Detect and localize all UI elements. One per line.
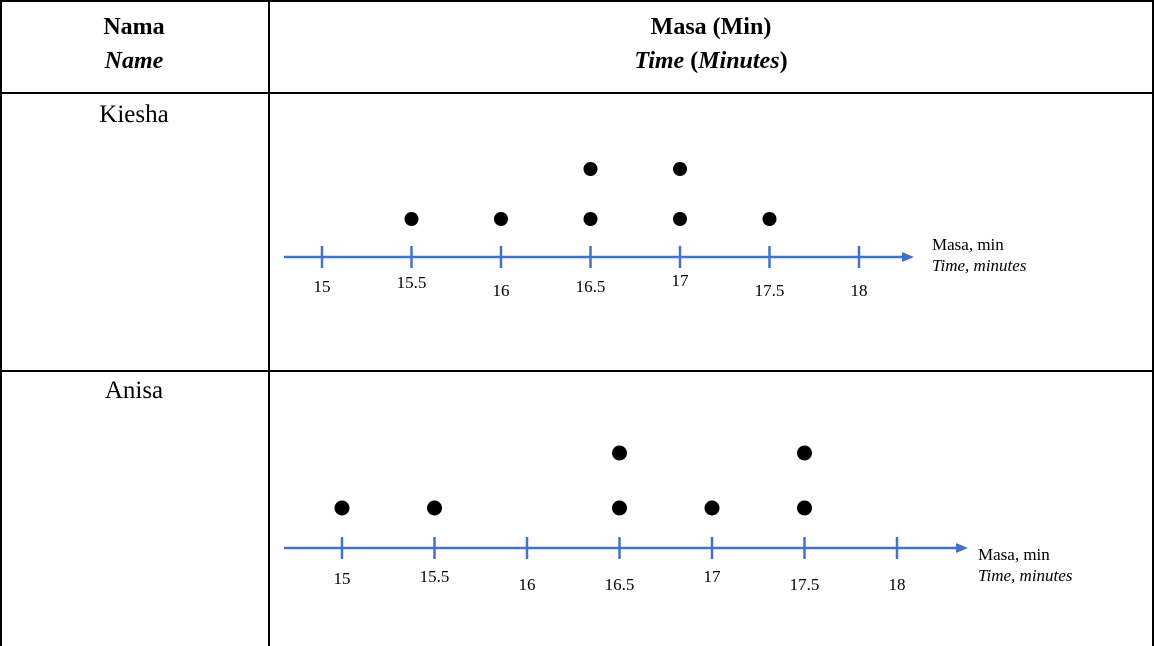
data-dot: [427, 500, 442, 516]
axis-arrow: [902, 252, 914, 262]
header-time-english-unit: Minutes: [698, 48, 780, 74]
data-dot: [797, 500, 812, 516]
data-dot: [404, 212, 419, 226]
data-dot: [673, 212, 687, 226]
header-time-paren-close: ): [779, 48, 788, 74]
axis-label-english: Time, minutes: [978, 566, 1073, 585]
tick-label: 18: [851, 281, 868, 300]
header-time-malay: Masa (Min): [650, 14, 772, 40]
data-dot: [334, 500, 350, 516]
data-dot: [673, 162, 687, 176]
axis-arrow: [956, 543, 968, 553]
data-dot: [494, 212, 508, 226]
header-name: Nama Name: [0, 10, 268, 78]
table-border-right: [1152, 0, 1154, 646]
header-time-paren-open: (: [684, 48, 699, 74]
header-name-malay: Nama: [103, 14, 165, 40]
table-border-top: [0, 0, 1154, 2]
tick-label: 16.5: [605, 575, 635, 594]
tick-label: 16.5: [576, 277, 606, 296]
table-border-left: [0, 0, 2, 646]
tick-label: 17.5: [755, 281, 785, 300]
data-dot: [797, 445, 812, 461]
data-dot: [612, 445, 627, 461]
tick-label: 17: [672, 271, 690, 290]
tick-label: 16: [493, 281, 510, 300]
axis-label-malay: Masa, min: [978, 545, 1050, 564]
tick-label: 16: [519, 575, 536, 594]
data-dot: [704, 500, 720, 516]
data-dot: [583, 212, 598, 226]
row-name-anisa: Anisa: [104, 377, 164, 404]
dot-plot-kiesha: 15 15.5 16 16.5 17 17.5 18 Masa, min Time, minut…: [284, 162, 1027, 300]
tick-label: 18: [889, 575, 906, 594]
tick-label: 15: [334, 569, 351, 588]
tick-label: 17: [704, 567, 722, 586]
table-column-divider: [268, 0, 270, 646]
tick-label: 15.5: [420, 567, 450, 586]
tick-label: 17.5: [790, 575, 820, 594]
tick-label: 15: [314, 277, 331, 296]
table-border-header-bottom: [0, 92, 1154, 94]
tick-label: 15.5: [397, 273, 427, 292]
header-time: Masa (Min) Time (Minutes): [270, 10, 1152, 78]
axis-label-malay: Masa, min: [932, 235, 1004, 254]
data-dot: [583, 162, 598, 176]
data-dot: [762, 212, 777, 226]
table-border-row-divider: [0, 370, 1154, 372]
row-name-kiesha: Kiesha: [99, 101, 169, 128]
header-name-english: Name: [104, 48, 164, 74]
axis-label-english: Time, minutes: [932, 256, 1027, 275]
header-time-english-word: Time: [634, 48, 685, 74]
data-dot: [612, 500, 627, 516]
dot-plot-anisa: 15 15.5 16 16.5 17 17.5 18 Masa, min Time, minut…: [284, 445, 1073, 594]
